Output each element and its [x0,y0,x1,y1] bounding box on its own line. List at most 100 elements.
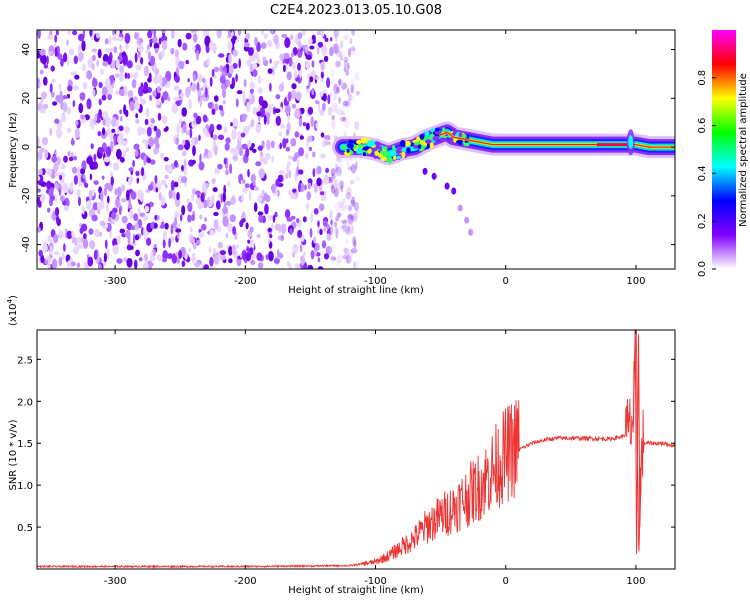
noise-blob [60,163,66,170]
noise-blob [250,173,256,183]
noise-blob [254,51,259,60]
noise-blob [292,61,296,70]
noise-blob [265,112,271,119]
noise-blob [70,261,77,267]
noise-blob [241,143,248,150]
noise-blob [290,89,297,100]
noise-blob [105,239,108,250]
noise-blob [62,95,68,100]
noise-blob [222,216,229,227]
noise-blob [175,228,182,233]
noise-blob [195,115,202,125]
signal-speckle [452,128,457,135]
noise-blob [66,39,69,46]
noise-blob [174,181,179,188]
noise-blob [277,174,283,183]
noise-blob [37,188,41,193]
noise-blob [98,263,102,269]
noise-blob [316,165,322,175]
snr-multiplier-label: (x104) [6,295,19,326]
noise-blob [326,233,332,241]
noise-blob [147,52,152,61]
noise-blob [37,136,40,147]
noise-blob [219,75,226,84]
noise-blob [174,74,180,83]
noise-blob [289,228,293,235]
noise-blob [113,46,118,54]
noise-blob [279,53,285,61]
noise-blob [115,119,120,128]
signal-speckle [386,156,393,164]
noise-blob [245,32,251,40]
noise-blob [99,220,106,226]
noise-blob [245,251,252,262]
noise-blob [284,105,291,115]
noise-blob [208,41,216,50]
noise-blob [67,85,73,92]
noise-blob [214,145,218,156]
noise-blob [216,169,220,175]
noise-blob [290,215,296,220]
noise-blob [114,188,118,196]
noise-blob [178,250,183,259]
noise-blob [137,44,144,53]
noise-blob [336,171,342,177]
noise-blob [273,34,279,45]
noise-blob [345,229,351,236]
snr-y-ticks: 0.5 1.0 1.5 2.0 2.5 [17,355,675,534]
noise-blob [170,180,175,191]
noise-blob [235,98,239,108]
noise-blob [41,54,47,65]
noise-blob [81,40,86,52]
noise-blob [296,217,300,224]
noise-blob [76,262,81,268]
noise-blob [307,106,314,115]
spectrogram-x-tick-label: 100 [626,276,645,287]
noise-blob [167,96,171,102]
noise-blob [150,250,154,261]
noise-blob [143,81,149,91]
noise-blob [346,62,350,71]
noise-blob [54,34,58,43]
noise-blob [116,148,122,160]
noise-blob [299,69,302,78]
noise-blob [330,69,335,77]
noise-blob [124,32,131,44]
noise-blob [331,173,334,182]
noise-blob [137,126,143,136]
noise-blob [193,112,198,119]
noise-blob [66,127,72,133]
noise-blob [173,96,180,102]
noise-blob [132,160,135,168]
noise-blob [211,108,216,115]
noise-blob [130,225,136,230]
noise-blob [130,73,133,79]
noise-blob [53,251,60,256]
secondary-trace-dot [468,228,474,236]
noise-blob [351,196,356,207]
signal-speckle [429,133,435,138]
noise-blob [79,168,86,175]
noise-blob [66,56,70,66]
noise-blob [246,101,251,113]
noise-blob [333,96,337,101]
noise-blob [191,159,196,165]
noise-blob [196,49,199,61]
noise-blob [225,79,230,87]
noise-blob [308,37,313,45]
noise-blob [319,228,323,236]
noise-blob [285,129,290,136]
noise-blob [101,175,105,180]
noise-blob [338,96,341,104]
signal-speckle [362,152,367,157]
noise-blob [216,30,222,39]
noise-blob [43,64,49,69]
noise-blob [345,70,350,76]
noise-blob [121,184,125,192]
noise-blob [76,188,81,199]
noise-blob [50,245,53,256]
noise-blob [115,58,120,69]
noise-blob [334,178,338,190]
spectrogram-x-axis-label: Height of straight line (km) [288,285,424,296]
noise-blob [91,54,96,62]
